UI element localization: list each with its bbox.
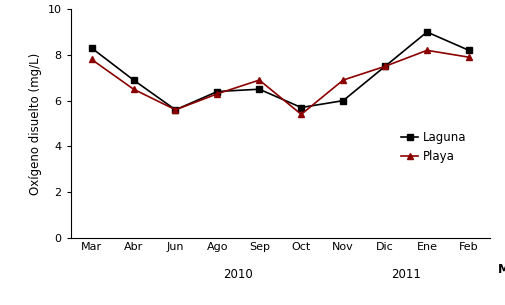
Playa [173,108,179,112]
Line: Laguna: Laguna [88,29,472,113]
Laguna [173,108,179,112]
Playa [424,48,430,52]
Laguna [340,99,346,102]
Playa [214,92,220,96]
Text: Meses: Meses [498,263,505,276]
Laguna [130,78,136,82]
Laguna [214,90,220,93]
Playa [382,65,388,68]
Playa [340,78,346,82]
Line: Playa: Playa [88,47,472,118]
Y-axis label: Oxígeno disuelto (mg/L): Oxígeno disuelto (mg/L) [29,52,42,195]
Text: 2010: 2010 [224,268,253,282]
Laguna [89,46,95,50]
Playa [130,87,136,91]
Text: 2011: 2011 [391,268,421,282]
Playa [298,113,304,116]
Laguna [256,87,263,91]
Legend: Laguna, Playa: Laguna, Playa [396,127,471,168]
Laguna [466,48,472,52]
Playa [89,58,95,61]
Laguna [424,30,430,34]
Laguna [298,106,304,109]
Playa [466,56,472,59]
Playa [256,78,263,82]
Laguna [382,65,388,68]
